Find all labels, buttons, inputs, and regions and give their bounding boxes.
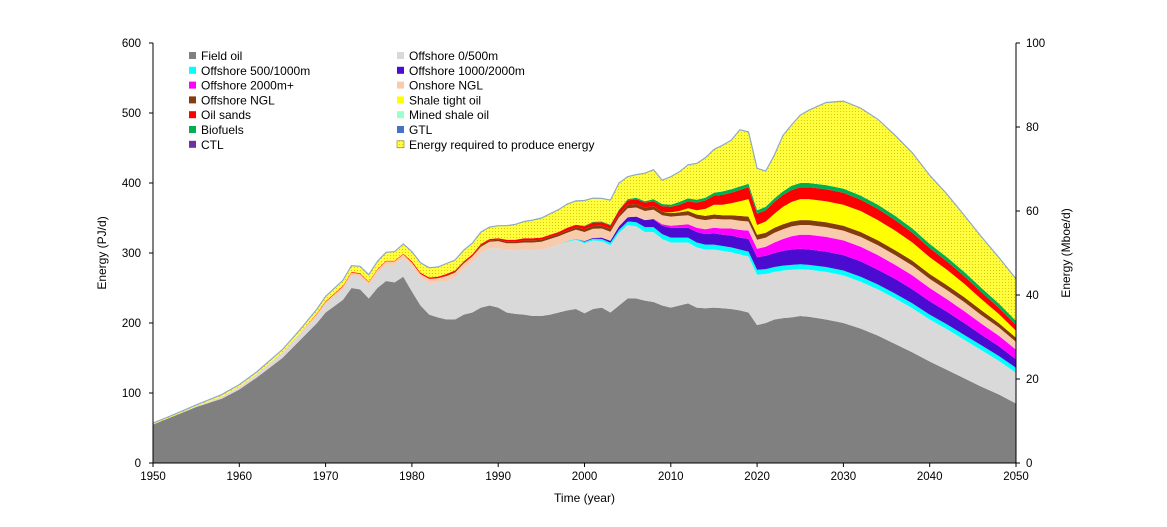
y-right-tick-label: 80: [1026, 122, 1039, 134]
legend: Field oil Offshore 0/500m Offshore 500/100…: [189, 49, 594, 152]
y-left-tick-label: 600: [122, 38, 141, 50]
y-right-tick-label: 100: [1026, 38, 1045, 50]
y-right-tick-label: 20: [1026, 374, 1039, 386]
y-axis-left-title: Energy (PJ/d): [95, 216, 109, 289]
x-tick-label: 1960: [227, 471, 253, 483]
x-axis-title: Time (year): [554, 491, 615, 505]
x-tick-label: 1990: [485, 471, 511, 483]
y-left-tick-label: 200: [122, 318, 141, 330]
y-left-tick-label: 500: [122, 108, 141, 120]
y-axis-right-title: Energy (Mboe/d): [1059, 208, 1073, 297]
total-outline: [152, 100, 1017, 424]
legend-swatch-energy-required-to-produce-energy: [396, 140, 405, 149]
axes-group: 1950 1960 1970 1980 1990 2000 2010 2020 2030 2040…: [122, 38, 1045, 483]
legend-label-offshore-500-1000m: Offshore 500/1000m: [201, 64, 310, 78]
legend-label-offshore-0-500m: Offshore 0/500m: [409, 49, 498, 63]
y-left-tick-label: 100: [122, 388, 141, 400]
legend-label-energy-required-to-produce-energy: Energy required to produce energy: [409, 138, 594, 152]
y-left-tick-label: 0: [135, 458, 141, 470]
area-series-group: [152, 100, 1017, 463]
x-tick-label: 2010: [658, 471, 684, 483]
legend-label-mined-shale-oil: Mined shale oil: [409, 108, 489, 122]
legend-swatch-offshore-2000m: [189, 81, 196, 89]
x-tick-label: 1980: [399, 471, 425, 483]
legend-swatch-offshore-ngl: [189, 96, 196, 104]
legend-label-shale-tight-oil: Shale tight oil: [409, 93, 481, 107]
x-tick-label: 2040: [917, 471, 943, 483]
legend-label-field-oil: Field oil: [201, 49, 242, 63]
legend-label-offshore-2000m: Offshore 2000m+: [201, 79, 294, 93]
legend-swatch-offshore-1000-2000m: [397, 66, 404, 74]
area-energy-required-to-produce-energy: [153, 101, 1016, 425]
x-tick-label: 2020: [744, 471, 770, 483]
legend-swatch-oil-sands: [189, 111, 196, 119]
x-tick-label: 1970: [313, 471, 339, 483]
legend-swatch-gtl: [397, 126, 404, 133]
y-right-tick-label: 40: [1026, 290, 1039, 302]
y-left-tick-label: 300: [122, 248, 141, 260]
legend-label-ctl: CTL: [201, 138, 224, 152]
legend-swatch-biofuels: [189, 126, 196, 133]
legend-label-offshore-1000-2000m: Offshore 1000/2000m: [409, 64, 525, 78]
legend-swatch-offshore-500-1000m: [189, 66, 196, 74]
legend-label-gtl: GTL: [409, 123, 433, 137]
y-right-tick-label: 60: [1026, 206, 1039, 218]
legend-label-onshore-ngl: Onshore NGL: [409, 79, 483, 93]
legend-swatch-onshore-ngl: [397, 81, 404, 89]
area-offshore-0-500m: [153, 225, 1016, 425]
legend-label-offshore-ngl: Offshore NGL: [201, 93, 275, 107]
legend-swatch-shale-tight-oil: [397, 96, 404, 104]
x-tick-label: 1950: [140, 471, 166, 483]
x-tick-label: 2030: [831, 471, 857, 483]
area-field-oil: [153, 276, 1016, 463]
legend-label-biofuels: Biofuels: [201, 123, 244, 137]
legend-swatch-mined-shale-oil: [397, 111, 404, 119]
legend-label-oil-sands: Oil sands: [201, 108, 251, 122]
x-tick-label: 2050: [1003, 471, 1029, 483]
legend-swatch-field-oil: [189, 52, 196, 59]
x-tick-label: 2000: [572, 471, 598, 483]
y-right-tick-label: 0: [1026, 458, 1032, 470]
legend-swatch-offshore-0-500m: [397, 52, 404, 59]
y-left-tick-label: 400: [122, 178, 141, 190]
legend-swatch-ctl: [189, 140, 196, 148]
